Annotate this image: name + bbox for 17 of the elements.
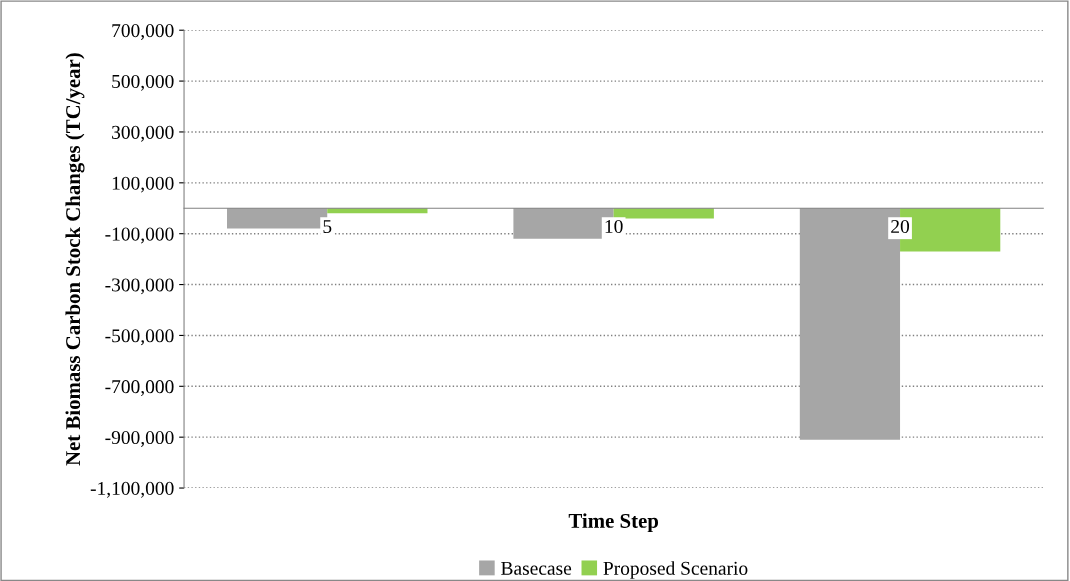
y-tick-label: -300,000 [105,278,174,295]
x-tick-label: 10 [605,219,623,234]
legend-label: Proposed Scenario [603,561,748,579]
y-tick-label: 500,000 [112,74,174,91]
y-tick-label: 100,000 [112,176,174,193]
x-axis-title: Time Step [568,513,659,533]
y-axis-title: Net Biomass Carbon Stock Changes (TC/year) [65,53,85,466]
y-tick-label: -100,000 [105,227,174,244]
x-tick-label: 5 [323,220,332,234]
x-tick-label: 20 [891,219,910,234]
y-tick-label: -900,000 [105,430,174,447]
y-tick-label: 700,000 [112,24,174,40]
y-tick-label: -500,000 [105,329,174,346]
y-tick-label: -700,000 [105,380,174,397]
y-tick-label: -1,100,000 [90,481,174,498]
y-tick-label: 300,000 [112,125,174,142]
legend-label: Basecase [501,561,572,575]
